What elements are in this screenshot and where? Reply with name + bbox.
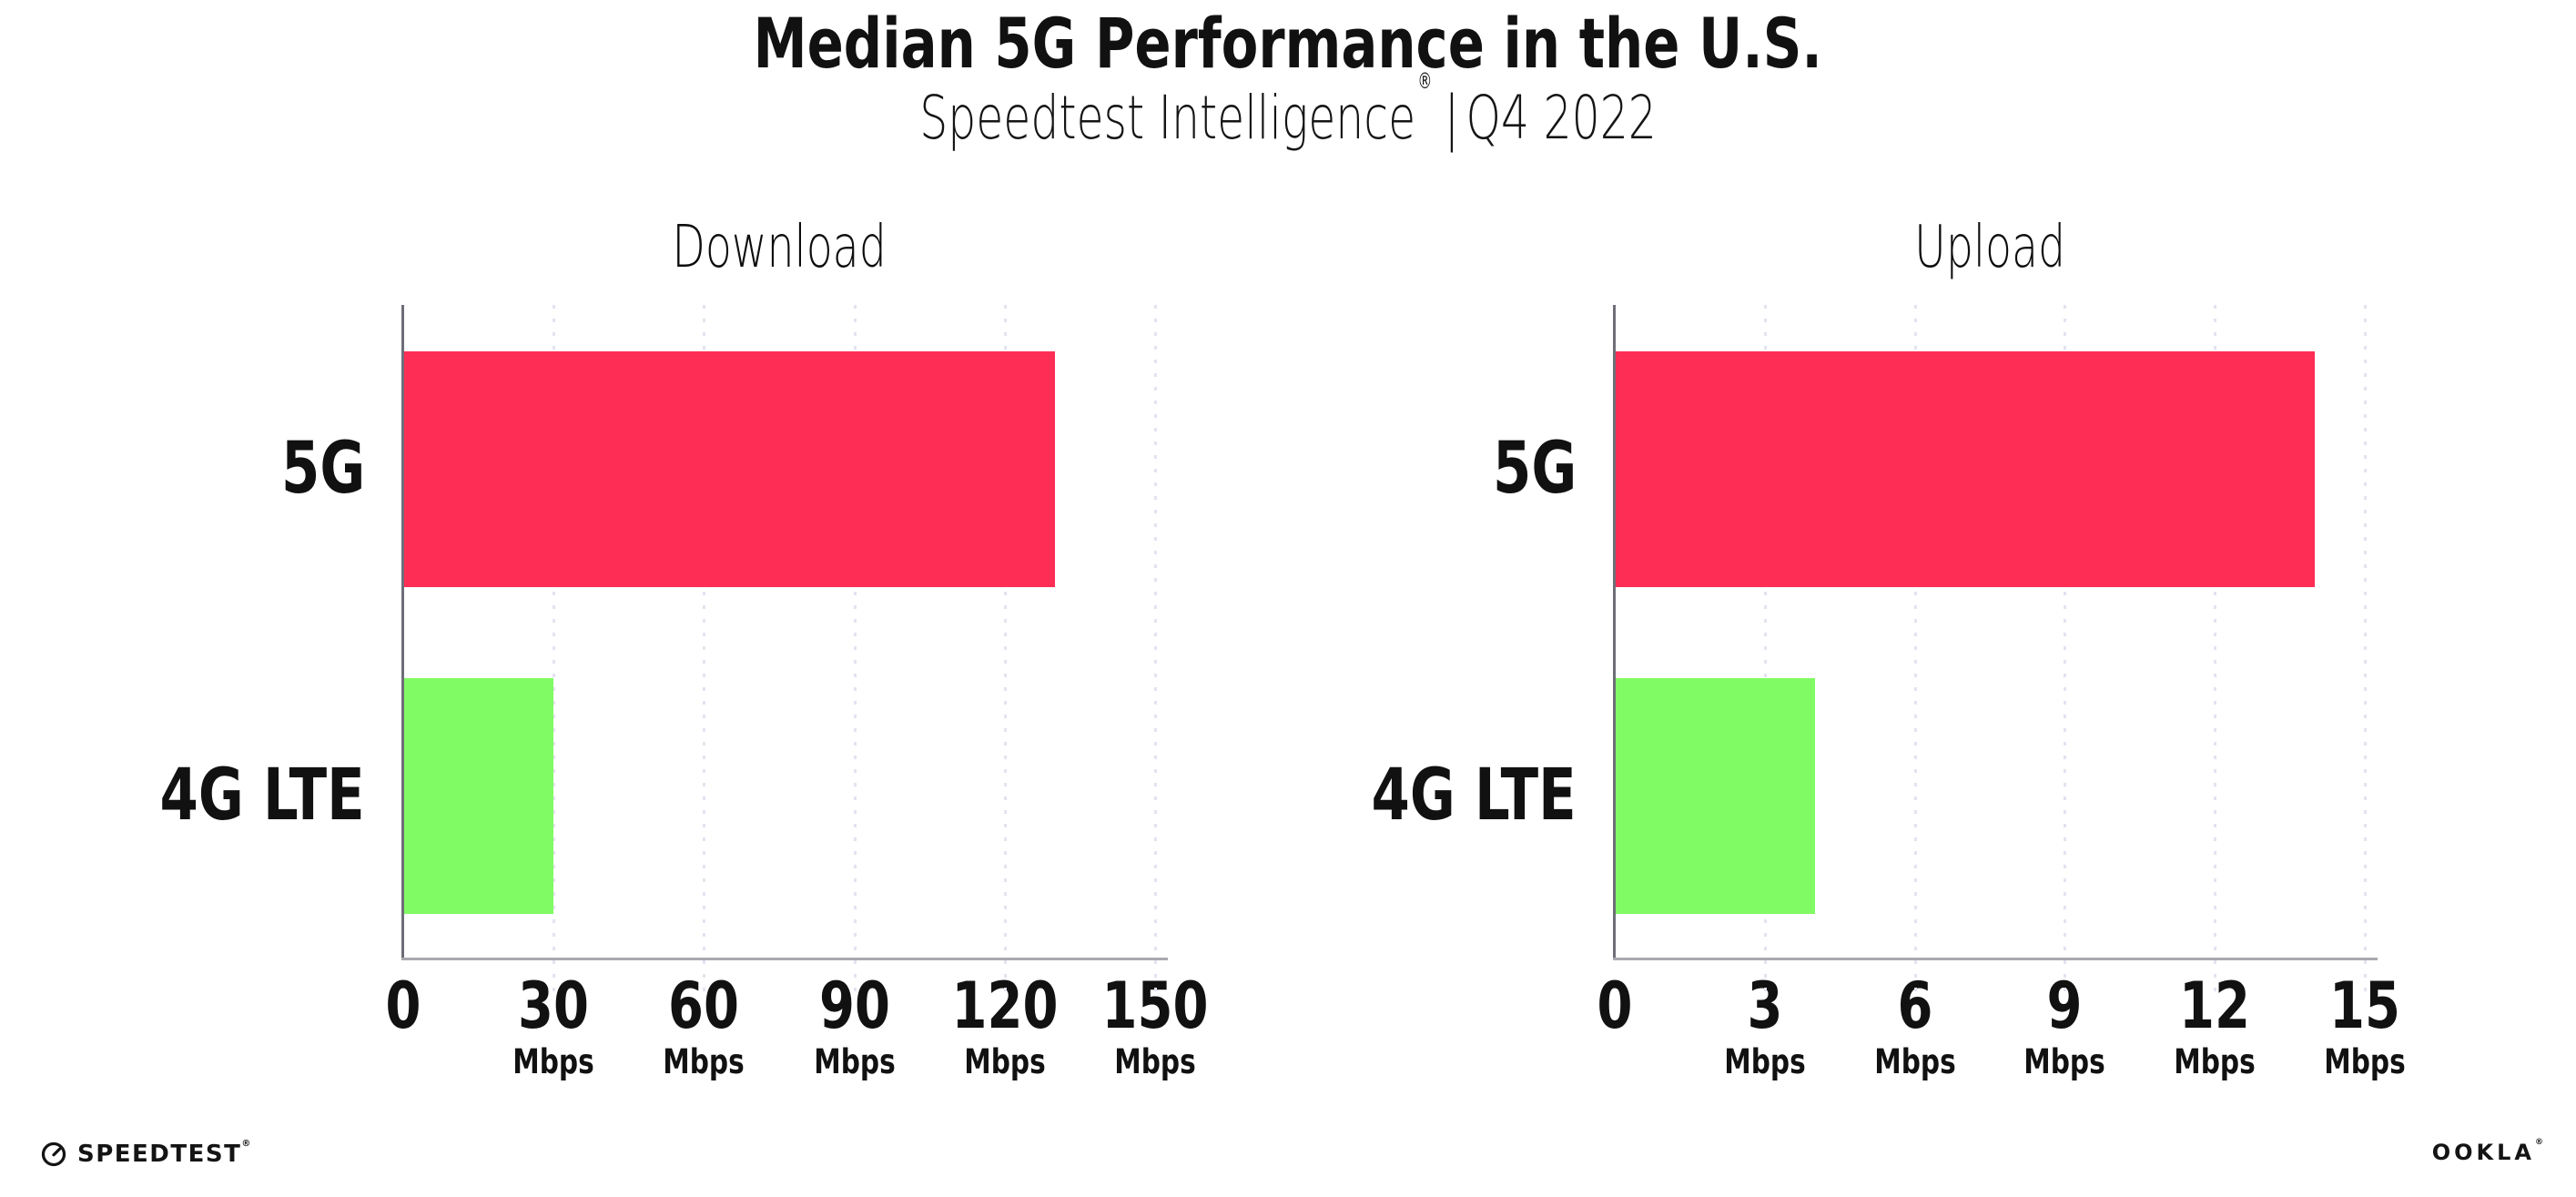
x-tick-unit: Mbps (512, 1042, 594, 1081)
chart-title-upload-text: Upload (1914, 214, 2065, 281)
x-tick-unit: Mbps (1724, 1042, 1806, 1081)
chart-title-download-text: Download (672, 214, 887, 281)
subtitle-period: Q4 2022 (1465, 83, 1657, 153)
page-subtitle: Speedtest Intelligence® | Q4 2022 (0, 68, 2576, 153)
gridline-3-mbps (1763, 305, 1767, 999)
y-axis-line (401, 305, 404, 959)
category-label-text: 5G (1492, 428, 1577, 511)
upload-chart: Upload 5G 4G LTE 0 3 Mbps 6 Mbps 9 Mbps 12 Mbps 15… (1372, 214, 2406, 1079)
gridline-150-mbps (1154, 305, 1157, 999)
x-tick-6: 6 Mbps (1838, 974, 1993, 1079)
subtitle-divider: | (1444, 83, 1460, 153)
x-tick-unit: Mbps (663, 1042, 745, 1081)
subtitle-product: Speedtest Intelligence (919, 83, 1416, 153)
x-tick-value: 0 (1597, 969, 1633, 1043)
x-tick-unit: Mbps (2324, 1042, 2406, 1081)
x-tick-value: 0 (385, 969, 421, 1043)
x-tick-unit: Mbps (2174, 1042, 2256, 1081)
y-axis-line (1613, 305, 1616, 959)
page-title: Median 5G Performance in the U.S. (0, 3, 2576, 84)
x-axis-line (401, 958, 1168, 960)
category-label-5g: 5G (258, 428, 365, 510)
x-tick-unit: Mbps (813, 1042, 896, 1081)
category-label-4g-lte: 4G LTE (1313, 755, 1577, 837)
page-subtitle-text: Speedtest Intelligence® | Q4 2022 (919, 68, 1657, 153)
x-tick-15: 15 Mbps (2287, 974, 2442, 1079)
x-tick-0: 0 (326, 974, 481, 1038)
bar-4g-lte-download (403, 677, 554, 914)
speedtest-gauge-icon (41, 1141, 66, 1167)
category-label-5g: 5G (1469, 428, 1577, 510)
speedtest-wordmark: SPEEDTEST® (77, 1139, 252, 1168)
x-tick-unit: Mbps (1873, 1042, 1956, 1081)
category-label-text: 5G (280, 428, 365, 511)
x-tick-unit: Mbps (1114, 1042, 1196, 1081)
gridline-60-mbps (703, 305, 706, 999)
x-axis-line (1613, 958, 2378, 960)
x-tick-3: 3 Mbps (1688, 974, 1842, 1079)
plot-area-download: 5G 4G LTE (160, 305, 1168, 999)
category-label-text: 4G LTE (159, 755, 365, 837)
bar-5g-download (403, 350, 1055, 587)
speedtest-registered-mark: ® (241, 1139, 252, 1149)
x-axis-tick-labels: 0 30 Mbps 60 Mbps 90 Mbps 120 Mbps 150 Mbps (386, 974, 1209, 1083)
x-axis-tick-labels: 0 3 Mbps 6 Mbps 9 Mbps 12 Mbps 15 Mbps (1597, 974, 2406, 1083)
ookla-wordmark-text: OOKLA (2431, 1140, 2535, 1165)
gridline-12-mbps (2214, 305, 2217, 999)
speedtest-logo: SPEEDTEST® (40, 1134, 252, 1174)
gridline-30-mbps (553, 305, 556, 999)
chart-title-download: Download (403, 214, 1155, 281)
registered-mark: ® (1417, 68, 1433, 94)
gridline-15-mbps (2364, 305, 2367, 999)
category-label-text: 4G LTE (1371, 755, 1577, 837)
download-chart: Download 5G 4G LTE 0 30 Mbps 60 Mbps 90 Mbps 120… (160, 214, 1209, 1079)
gridline-120-mbps (1003, 305, 1007, 999)
gridline-90-mbps (853, 305, 857, 999)
category-label-4g-lte: 4G LTE (102, 755, 365, 837)
gridline-9-mbps (2064, 305, 2067, 999)
gridline-6-mbps (1913, 305, 1917, 999)
ookla-registered-mark: ® (2535, 1138, 2543, 1147)
chart-title-upload: Upload (1615, 214, 2365, 281)
page-title-text: Median 5G Performance in the U.S. (753, 3, 1823, 84)
bar-4g-lte-upload (1615, 677, 1815, 914)
plot-area-upload: 5G 4G LTE (1372, 305, 2378, 999)
speedtest-wordmark-text: SPEEDTEST (77, 1141, 242, 1168)
bar-5g-upload (1615, 350, 2316, 587)
ookla-logo: OOKLA® (2431, 1138, 2543, 1165)
x-tick-unit: Mbps (2023, 1042, 2106, 1081)
x-tick-0: 0 (1537, 974, 1692, 1038)
x-tick-unit: Mbps (964, 1042, 1046, 1081)
